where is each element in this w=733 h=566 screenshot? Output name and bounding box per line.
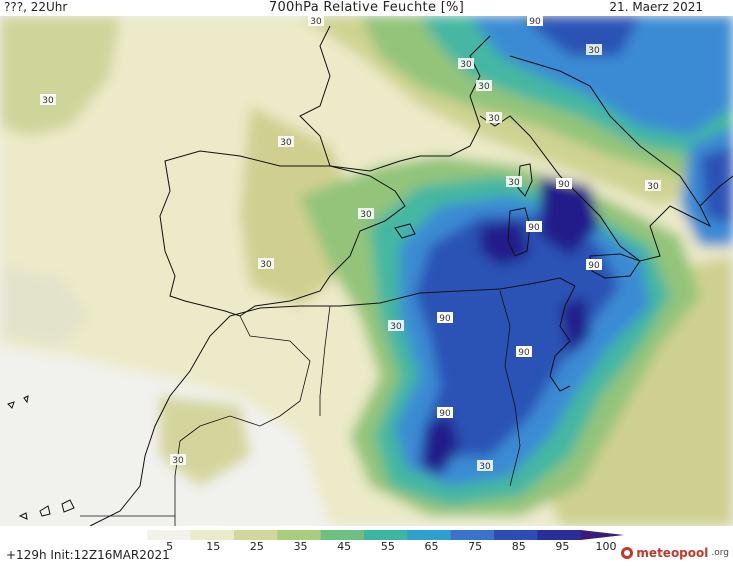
legend-tick-label: 65 <box>424 540 439 553</box>
contour-label-90: 90 <box>586 259 602 271</box>
svg-text:30: 30 <box>479 462 491 472</box>
svg-text:30: 30 <box>588 46 600 56</box>
logo-icon <box>621 547 634 559</box>
svg-text:30: 30 <box>360 210 372 220</box>
svg-text:30: 30 <box>260 260 272 270</box>
map-canvas: 30 30 30 30 30 30 30 30 30 30 30 30 30 3… <box>0 16 733 526</box>
svg-text:30: 30 <box>172 456 184 466</box>
contour-label-30: 30 <box>486 112 502 124</box>
legend-swatch <box>320 530 365 540</box>
contour-label-30: 30 <box>170 454 186 466</box>
svg-text:30: 30 <box>460 60 472 70</box>
contour-label-90: 90 <box>516 346 532 358</box>
svg-text:90: 90 <box>439 314 451 324</box>
contour-label-30: 30 <box>308 16 324 27</box>
contour-label-30: 30 <box>477 460 493 472</box>
svg-text:90: 90 <box>529 17 541 27</box>
legend-tick-label: 85 <box>511 540 526 553</box>
legend-tick-label: 25 <box>249 540 264 553</box>
svg-text:90: 90 <box>528 223 540 233</box>
legend-tick-label: 45 <box>337 540 352 553</box>
contour-label-30: 30 <box>358 208 374 220</box>
contour-label-90: 90 <box>437 312 453 324</box>
contour-label-30: 30 <box>388 320 404 332</box>
legend-swatch <box>537 530 582 540</box>
svg-text:30: 30 <box>280 138 292 148</box>
legend-swatch <box>104 530 148 540</box>
legend-tick-label: 75 <box>468 540 483 553</box>
contour-label-90: 90 <box>526 221 542 233</box>
header-bar: ???, 22Uhr 700hPa Relative Feuchte [%] 2… <box>0 0 733 16</box>
legend-tick-label: 35 <box>293 540 308 553</box>
legend-swatch <box>407 530 452 540</box>
legend-swatch <box>580 530 624 540</box>
legend-tick-label: 100 <box>595 540 617 553</box>
color-legend: 5 15 25 35 45 55 65 75 85 95 100 +129h Init:12Z16M… <box>0 526 733 566</box>
contour-label-90: 90 <box>527 16 543 27</box>
legend-swatch <box>450 530 495 540</box>
svg-text:30: 30 <box>508 178 520 188</box>
contour-label-90: 90 <box>556 178 572 190</box>
contour-label-30: 30 <box>278 136 294 148</box>
contour-label-30: 30 <box>586 44 602 56</box>
legend-tick-label: 15 <box>206 540 221 553</box>
contour-label-90: 90 <box>437 407 453 419</box>
contour-label-30: 30 <box>645 180 661 192</box>
svg-text:30: 30 <box>390 322 402 332</box>
legend-swatch <box>494 530 538 540</box>
legend-swatch <box>277 530 322 540</box>
map-title: 700hPa Relative Feuchte [%] <box>268 0 465 15</box>
init-time-label: +129h Init:12Z16MAR2021 <box>6 548 170 562</box>
svg-text:30: 30 <box>42 96 54 106</box>
legend-colorbar <box>104 530 624 540</box>
svg-text:30: 30 <box>310 17 322 27</box>
legend-swatch <box>364 530 408 540</box>
svg-text:90: 90 <box>439 409 451 419</box>
logo-suffix: .org <box>711 548 729 558</box>
svg-text:30: 30 <box>478 82 490 92</box>
legend-swatch <box>147 530 192 540</box>
contour-label-30: 30 <box>40 94 56 106</box>
svg-text:30: 30 <box>488 114 500 124</box>
legend-swatch <box>190 530 235 540</box>
humidity-map: 30 30 30 30 30 30 30 30 30 30 30 30 30 3… <box>0 16 733 526</box>
valid-time-label: ???, 22Uhr <box>4 0 68 14</box>
coastlines <box>7 25 733 526</box>
legend-tick-label: 55 <box>380 540 395 553</box>
logo-text: meteopool <box>636 546 709 560</box>
contour-label-30: 30 <box>476 80 492 92</box>
date-label: 21. Maerz 2021 <box>609 0 703 14</box>
svg-text:90: 90 <box>558 180 570 190</box>
meteopool-logo: meteopool .org <box>621 546 729 560</box>
contour-label-30: 30 <box>506 176 522 188</box>
svg-text:30: 30 <box>647 182 659 192</box>
contour-label-30: 30 <box>458 58 474 70</box>
contour-labels: 30 30 30 30 30 30 30 30 30 30 30 30 30 3… <box>40 16 661 472</box>
contour-label-30: 30 <box>258 258 274 270</box>
svg-text:90: 90 <box>588 261 600 271</box>
svg-text:90: 90 <box>518 348 530 358</box>
legend-tick-label: 5 <box>166 540 174 553</box>
legend-tick-label: 95 <box>555 540 570 553</box>
legend-swatch <box>234 530 278 540</box>
